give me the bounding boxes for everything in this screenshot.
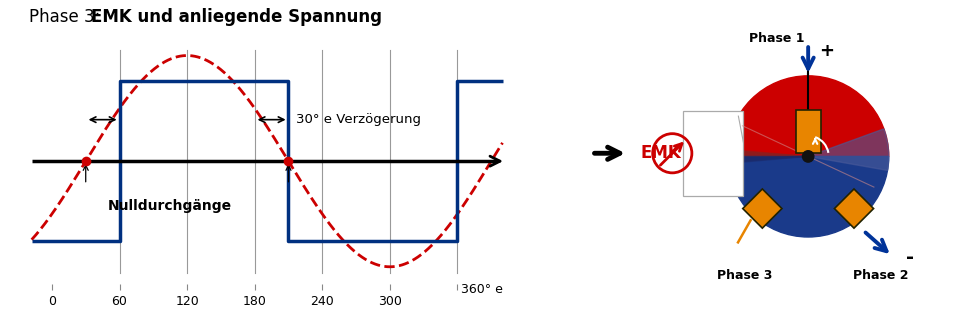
Wedge shape (728, 151, 808, 156)
Bar (796, 110, 821, 153)
Text: Nulldurchgänge: Nulldurchgänge (108, 199, 232, 213)
Wedge shape (728, 149, 808, 156)
Text: Phase 2: Phase 2 (853, 269, 908, 282)
Text: Phase 1: Phase 1 (749, 32, 805, 46)
Text: Phase 3:: Phase 3: (29, 8, 106, 26)
Text: EMK und anliegende Spannung: EMK und anliegende Spannung (91, 8, 382, 26)
Wedge shape (727, 156, 808, 158)
Text: 360° e: 360° e (461, 283, 503, 296)
Circle shape (803, 151, 813, 162)
Polygon shape (834, 189, 873, 228)
Wedge shape (727, 156, 889, 237)
Bar (683, 111, 744, 196)
Text: Phase 3: Phase 3 (717, 269, 772, 282)
Text: EMK: EMK (641, 144, 681, 162)
Text: +: + (819, 42, 834, 59)
Wedge shape (727, 155, 808, 156)
Wedge shape (808, 129, 889, 170)
Wedge shape (727, 156, 808, 159)
Polygon shape (743, 189, 782, 228)
Wedge shape (727, 156, 808, 161)
Text: -: - (906, 248, 914, 267)
Wedge shape (728, 156, 808, 162)
Wedge shape (727, 76, 889, 156)
Wedge shape (727, 154, 808, 156)
Text: 30° e Verzögerung: 30° e Verzögerung (296, 113, 421, 126)
Wedge shape (728, 156, 808, 163)
Wedge shape (727, 152, 808, 156)
